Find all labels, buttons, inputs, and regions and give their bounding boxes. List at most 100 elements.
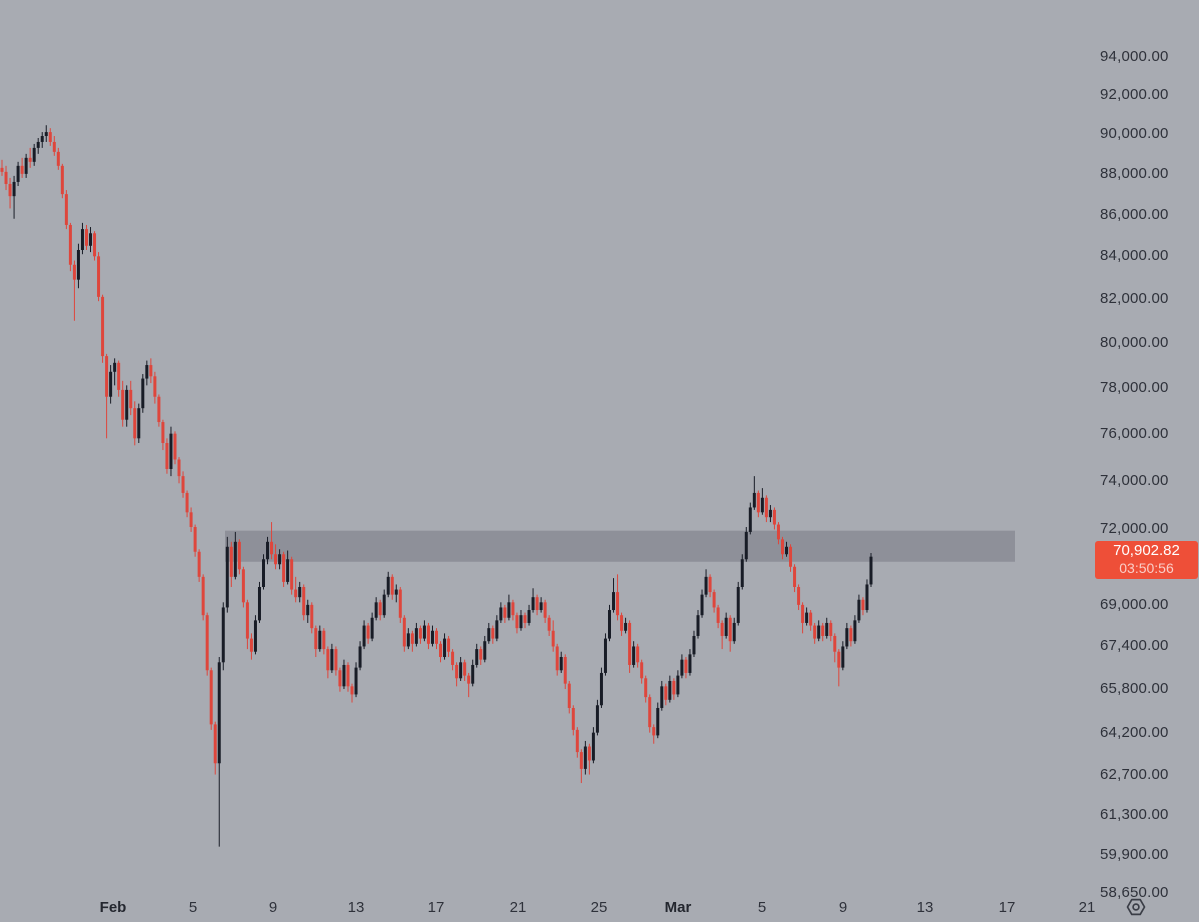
candle-body: [125, 389, 129, 420]
candle-body: [350, 686, 354, 695]
candle-body: [764, 497, 768, 518]
candle-body: [579, 752, 583, 769]
candle-body: [354, 667, 358, 695]
candle-body: [266, 541, 270, 560]
candle-body: [612, 592, 616, 611]
candle-body: [374, 602, 378, 618]
candle-body: [801, 604, 805, 623]
candle-wick: [73, 260, 75, 321]
candle-body: [652, 727, 656, 736]
candle-body: [587, 746, 591, 761]
candle-body: [495, 620, 499, 639]
candle-body: [869, 556, 873, 585]
candle-body: [241, 569, 245, 603]
time-axis-day-label: 21: [509, 899, 527, 916]
candle-body: [656, 707, 660, 736]
candle-body: [499, 607, 503, 621]
candle-body: [185, 492, 189, 513]
price-axis-label: 65,800.00: [1100, 680, 1169, 698]
candle-body: [76, 249, 80, 280]
candle-body: [173, 433, 177, 460]
price-axis-label: 82,000.00: [1100, 290, 1169, 307]
candle-body: [141, 378, 145, 409]
candle-body: [471, 664, 475, 684]
candle-body: [833, 635, 837, 652]
candle-body: [567, 683, 571, 708]
candle-body: [233, 541, 237, 577]
candle-body: [467, 675, 471, 684]
candle-body: [672, 680, 676, 695]
candle-body: [101, 296, 105, 357]
candle-body: [286, 559, 290, 582]
candle-wick: [114, 358, 116, 386]
candle-body: [117, 362, 121, 390]
candle-body: [712, 592, 716, 608]
candle-body: [89, 233, 93, 246]
candle-body: [362, 625, 366, 647]
candle-body: [306, 604, 310, 616]
supply-zone-band: [225, 530, 1015, 562]
candle-body: [290, 559, 294, 590]
time-scale[interactable]: Feb 5 9 13 17 21 25 Mar 5 9 13 17 21: [0, 892, 1199, 922]
candle-body: [837, 651, 841, 668]
candle-body: [422, 625, 426, 639]
candle-body: [809, 612, 813, 626]
axis-settings-gear-icon: [1126, 898, 1146, 916]
time-axis-day-label: 13: [916, 899, 934, 916]
candle-body: [165, 443, 169, 469]
time-axis-day-label: 17: [998, 899, 1016, 916]
price-scale[interactable]: 94,000.00 92,000.00 90,000.00 88,000.00 86,0…: [1090, 0, 1199, 901]
price-axis-label: 58,650.00: [1100, 883, 1169, 901]
candle-body: [418, 628, 422, 639]
candle-body: [624, 622, 628, 631]
time-axis-day-label: 5: [757, 899, 767, 916]
axis-settings-button[interactable]: [1125, 896, 1147, 918]
candle-body: [137, 408, 141, 439]
candle-body: [294, 589, 298, 598]
candle-body: [205, 615, 209, 671]
candle-body: [410, 633, 414, 644]
candle-body: [720, 622, 724, 636]
candle-body: [253, 620, 257, 652]
time-axis-month-label: Mar: [664, 899, 692, 916]
candle-body: [853, 620, 857, 642]
candle-body: [692, 635, 696, 655]
price-axis-label: 80,000.00: [1100, 333, 1169, 351]
candle-body: [334, 649, 338, 671]
candle-body: [841, 646, 845, 668]
candle-body: [121, 389, 125, 420]
candle-body: [595, 705, 599, 733]
candle-body: [24, 157, 28, 174]
candle-body: [64, 194, 68, 225]
candle-body: [680, 659, 684, 676]
candle-body: [370, 617, 374, 639]
candle-body: [201, 576, 205, 616]
candle-body: [491, 628, 495, 639]
candle-body: [257, 586, 261, 621]
candle-body: [145, 365, 149, 379]
candle-body: [740, 559, 744, 587]
candle-body: [531, 597, 535, 611]
candle-body: [60, 165, 64, 195]
candle-body: [342, 664, 346, 687]
candle-body: [797, 586, 801, 605]
candle-body: [149, 365, 153, 377]
candle-body: [813, 625, 817, 639]
candle-body: [825, 622, 829, 636]
candle-body: [789, 546, 793, 567]
candle-body: [105, 356, 109, 397]
price-axis-label: 88,000.00: [1100, 164, 1169, 182]
candle-body: [314, 628, 318, 650]
price-axis-label: 94,000.00: [1100, 48, 1169, 65]
candle-body: [547, 617, 551, 631]
candle-body: [322, 630, 326, 650]
candle-body: [217, 662, 221, 764]
candle-body: [72, 264, 76, 280]
candle-body: [684, 659, 688, 673]
last-price-label: 70,902.82 03:50:56: [1095, 540, 1198, 579]
candle-body: [857, 599, 861, 621]
candle-body: [414, 628, 418, 644]
candle-body: [785, 546, 789, 555]
